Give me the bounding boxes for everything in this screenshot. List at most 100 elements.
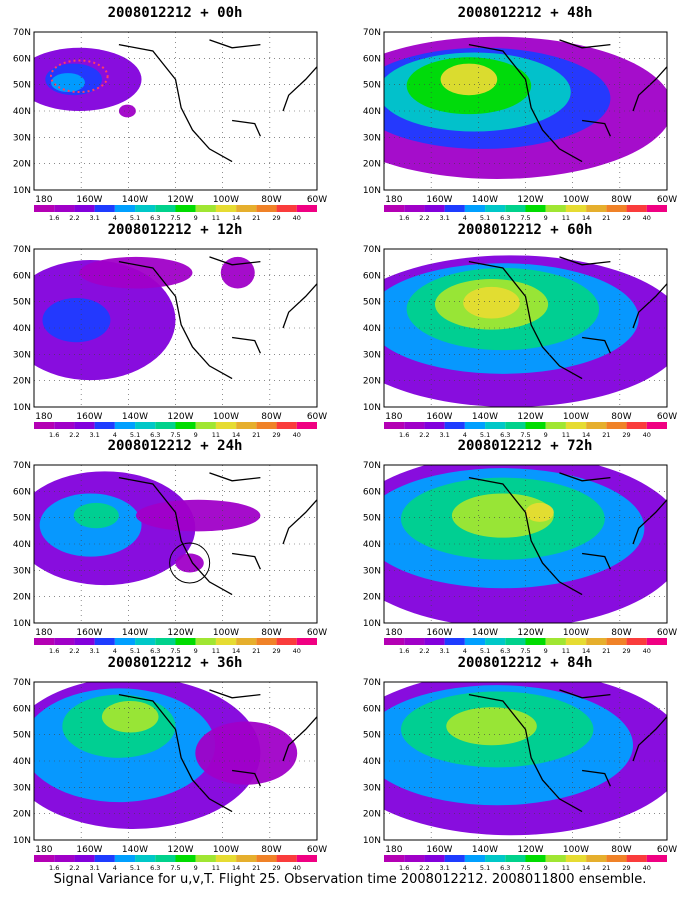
colorbar-swatch <box>646 205 667 212</box>
colorbar-label: 11 <box>562 864 570 870</box>
colorbar-swatch <box>276 855 297 862</box>
colorbar-label: 9 <box>544 214 548 220</box>
colorbar-label: 21 <box>252 431 260 437</box>
colorbar-label: 40 <box>293 214 301 220</box>
colorbar-swatch <box>155 855 176 862</box>
colorbar-label: 5.1 <box>130 431 140 437</box>
colorbar-swatch <box>384 205 405 212</box>
lat-tick-label: 70N <box>13 245 31 255</box>
variance-contour <box>525 502 554 522</box>
lon-tick-label: 60W <box>307 412 327 422</box>
lon-tick-label: 100W <box>213 845 239 855</box>
lat-tick-label: 50N <box>13 731 31 741</box>
panel-title: 2008012212 + 12h <box>107 222 243 238</box>
colorbar-swatch <box>606 205 627 212</box>
colorbar-label: 14 <box>582 864 590 870</box>
colorbar-swatch <box>444 205 465 212</box>
colorbar-swatch <box>586 638 607 645</box>
colorbar-swatch <box>296 205 317 212</box>
map-frame <box>383 31 668 191</box>
colorbar-swatch <box>34 855 55 862</box>
colorbar-label: 40 <box>293 864 301 870</box>
colorbar-label: 1.6 <box>49 864 59 870</box>
colorbar-swatch <box>646 422 667 429</box>
colorbar-label: 5.1 <box>480 214 490 220</box>
lon-tick-label: 160W <box>76 845 102 855</box>
variance-contour <box>220 256 255 289</box>
lat-tick-label: 50N <box>363 731 381 741</box>
map-frame <box>383 248 668 408</box>
colorbar-label: 1.6 <box>399 864 409 870</box>
lon-tick-label: 100W <box>213 195 239 205</box>
colorbar-swatch <box>586 205 607 212</box>
variance-contour <box>195 721 298 785</box>
lat-tick-label: 60N <box>363 271 381 281</box>
variance-contour <box>118 104 136 118</box>
colorbar-swatch <box>215 422 237 429</box>
colorbar-swatch <box>404 638 425 645</box>
lat-tick-label: 10N <box>13 403 31 413</box>
colorbar-swatch <box>236 855 257 862</box>
colorbar-swatch <box>236 422 257 429</box>
lon-tick-label: 120W <box>517 195 543 205</box>
colorbar-label: 7.5 <box>170 647 180 653</box>
colorbar-label: 14 <box>582 214 590 220</box>
map-svg: 70N 60N 50N 40N 30N 20N 10N 180 160W 140W 120W 100W… <box>13 28 327 220</box>
lon-tick-label: 60W <box>657 195 677 205</box>
colorbar-swatch <box>586 855 607 862</box>
lon-tick-label: 160W <box>76 195 102 205</box>
lon-tick-label: 140W <box>472 845 498 855</box>
map-frame <box>33 248 318 408</box>
panel-title: 2008012212 + 00h <box>107 5 243 21</box>
lon-tick-label: 100W <box>563 845 589 855</box>
colorbar-label: 9 <box>194 864 198 870</box>
colorbar-label: 4 <box>113 864 117 870</box>
colorbar-label: 40 <box>293 431 301 437</box>
colorbar-label: 7.5 <box>170 431 180 437</box>
colorbar-swatch <box>94 855 115 862</box>
colorbar-label: 4 <box>113 214 117 220</box>
lon-tick-label: 60W <box>307 195 327 205</box>
lat-tick-label: 20N <box>13 377 31 387</box>
map-panel: 2008012212 + 00h 70N 60N 50N 40N 30N 20N 10N 180… <box>0 5 350 220</box>
colorbar-label: 7.5 <box>520 864 530 870</box>
lon-tick-label: 160W <box>76 412 102 422</box>
colorbar-label: 21 <box>602 864 610 870</box>
grid <box>384 682 667 840</box>
colorbar-label: 11 <box>562 431 570 437</box>
colorbar-swatch <box>114 855 136 862</box>
colorbar-label: 21 <box>602 431 610 437</box>
lon-tick-label: 60W <box>307 845 327 855</box>
lat-tick-label: 10N <box>13 186 31 196</box>
colorbar-label: 3.1 <box>89 431 99 437</box>
colorbar-swatch <box>424 638 445 645</box>
lon-tick-label: 100W <box>563 628 589 638</box>
map-svg: 70N 60N 50N 40N 30N 20N 10N 180 160W 140W 120W 100W… <box>363 28 677 220</box>
colorbar-swatch <box>74 422 95 429</box>
lon-tick-label: 140W <box>472 412 498 422</box>
colorbar-label: 9 <box>194 647 198 653</box>
colorbar-label: 5.1 <box>130 864 140 870</box>
panel-title: 2008012212 + 72h <box>457 438 593 454</box>
colorbar-label: 14 <box>232 431 240 437</box>
colorbar-swatch <box>464 855 486 862</box>
lon-tick-label: 180 <box>385 628 402 638</box>
colorbar-swatch <box>404 855 425 862</box>
colorbar-label: 4 <box>463 431 467 437</box>
colorbar-swatch <box>54 855 75 862</box>
lat-tick-label: 40N <box>363 107 381 117</box>
map-svg: 70N 60N 50N 40N 30N 20N 10N 180 160W 140W 120W 100W… <box>363 461 677 653</box>
colorbar-swatch <box>525 422 546 429</box>
lat-tick-label: 70N <box>363 245 381 255</box>
lat-tick-label: 70N <box>13 461 31 471</box>
lon-tick-label: 160W <box>76 628 102 638</box>
colorbar-label: 5.1 <box>480 864 490 870</box>
colorbar-label: 2.2 <box>69 647 79 653</box>
colorbar-swatch <box>646 855 667 862</box>
colorbar-label: 29 <box>622 431 630 437</box>
colorbar-swatch <box>464 638 486 645</box>
colorbar-swatch <box>505 855 526 862</box>
colorbar-swatch <box>296 422 317 429</box>
colorbar-swatch <box>296 855 317 862</box>
lat-tick-label: 60N <box>13 54 31 64</box>
